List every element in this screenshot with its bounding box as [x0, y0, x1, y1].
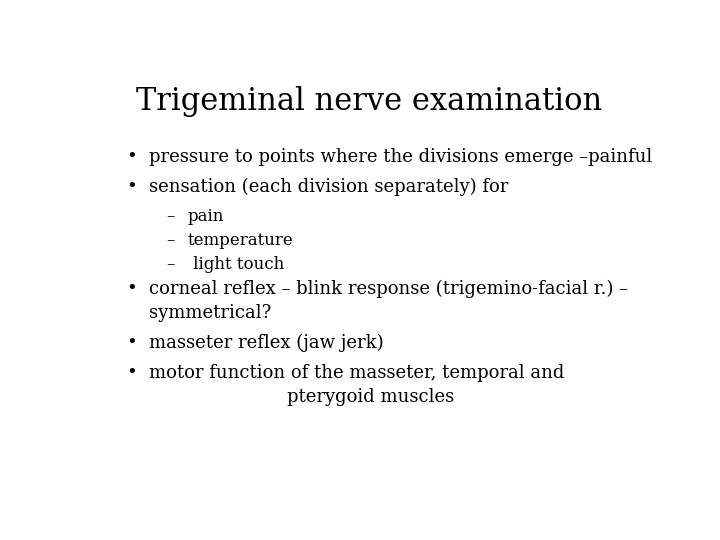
Text: temperature: temperature: [188, 232, 294, 249]
Text: masseter reflex (jaw jerk): masseter reflex (jaw jerk): [148, 334, 383, 353]
Text: pain: pain: [188, 208, 224, 225]
Text: •: •: [127, 334, 138, 352]
Text: •: •: [127, 178, 138, 196]
Text: pressure to points where the divisions emerge –painful: pressure to points where the divisions e…: [148, 148, 652, 166]
Text: pterygoid muscles: pterygoid muscles: [148, 388, 454, 406]
Text: light touch: light touch: [188, 256, 284, 273]
Text: •: •: [127, 148, 138, 166]
Text: motor function of the masseter, temporal and: motor function of the masseter, temporal…: [148, 364, 564, 382]
Text: Trigeminal nerve examination: Trigeminal nerve examination: [136, 85, 602, 117]
Text: –: –: [167, 208, 175, 225]
Text: corneal reflex – blink response (trigemino-facial r.) –: corneal reflex – blink response (trigemi…: [148, 280, 628, 299]
Text: •: •: [127, 364, 138, 382]
Text: •: •: [127, 280, 138, 298]
Text: symmetrical?: symmetrical?: [148, 305, 271, 322]
Text: –: –: [167, 232, 175, 249]
Text: –: –: [167, 256, 175, 273]
Text: sensation (each division separately) for: sensation (each division separately) for: [148, 178, 508, 196]
